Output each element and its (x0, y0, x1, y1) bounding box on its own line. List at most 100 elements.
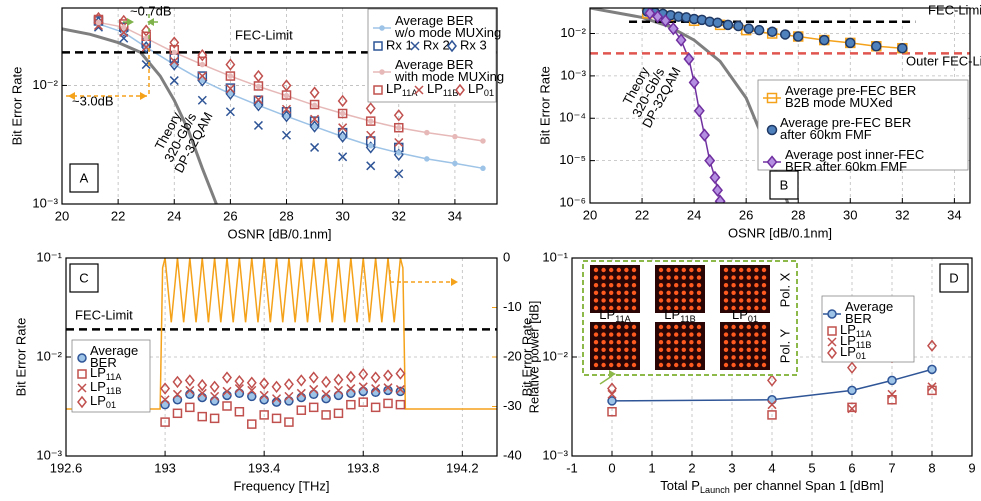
constellation-dot (601, 291, 605, 295)
data-point (846, 38, 855, 47)
constellation-dot (762, 348, 766, 352)
data-point (341, 111, 345, 115)
constellation-dot (594, 340, 598, 344)
data-point (186, 390, 194, 398)
constellation-dot (747, 355, 751, 359)
constellation-dot (724, 355, 728, 359)
constellation-dot (601, 363, 605, 367)
constellation-dot (724, 340, 728, 344)
constellation-dot (659, 283, 663, 287)
x-tick-label: 1 (648, 460, 655, 475)
constellation-dot (682, 355, 686, 359)
constellation-dot (674, 332, 678, 336)
y2-tick-label: -30 (503, 398, 522, 413)
constellation-dot (609, 275, 613, 279)
constellation-dot (724, 298, 728, 302)
x-tick-label: 28 (279, 208, 293, 223)
constellation-dot (632, 363, 636, 367)
constellation-dot (609, 291, 613, 295)
constellation-dot (609, 355, 613, 359)
constellation-dot (724, 363, 728, 367)
constellation-dot (594, 268, 598, 272)
constellation-dot (724, 268, 728, 272)
constellation-dot (724, 275, 728, 279)
data-point (820, 36, 829, 45)
constellation (655, 265, 705, 313)
constellation-dot (731, 348, 735, 352)
data-point (96, 20, 100, 24)
constellation-dot (674, 325, 678, 329)
constellation-dot (632, 283, 636, 287)
x-tick-label: 20 (55, 208, 69, 223)
constellation-dot (601, 268, 605, 272)
x-tick-label: 194.2 (446, 460, 479, 475)
constellation-dot (632, 291, 636, 295)
data-point (228, 74, 232, 78)
constellation-dot (624, 298, 628, 302)
constellation-dot (739, 291, 743, 295)
x-tick-label: 192.6 (50, 460, 83, 475)
annotation: ~3.0dB (72, 93, 114, 108)
constellation-dot (632, 268, 636, 272)
x-tick-label: 22 (635, 207, 649, 222)
data-point (397, 151, 401, 155)
constellation-dot (632, 306, 636, 310)
x-tick-label: 24 (687, 207, 701, 222)
constellation-dot (674, 355, 678, 359)
constellation-dot (754, 332, 758, 336)
constellation-dot (697, 275, 701, 279)
constellation-dot (659, 355, 663, 359)
data-point (369, 119, 373, 123)
data-point (453, 161, 457, 165)
constellation-dot (659, 298, 663, 302)
constellation-dot (674, 291, 678, 295)
constellation-dot (601, 340, 605, 344)
y-axis-label: Bit Error Rate (13, 318, 28, 397)
x-tick-label: 8 (928, 460, 935, 475)
data-point (794, 32, 803, 41)
constellation-dot (747, 268, 751, 272)
x-tick-label: 0 (608, 460, 615, 475)
x-tick-label: 34 (448, 208, 462, 223)
constellation-dot (697, 332, 701, 336)
constellation-dot (594, 275, 598, 279)
constellation-dot (754, 283, 758, 287)
constellation-dot (747, 332, 751, 336)
constellation-dot (682, 298, 686, 302)
y-tick-label: 10⁻³ (542, 447, 568, 462)
constellation-dot (697, 298, 701, 302)
constellation-dot (624, 325, 628, 329)
inset-label: Pol. Y (777, 328, 792, 363)
x-tick-label: 20 (583, 207, 597, 222)
constellation-dot (624, 340, 628, 344)
constellation-dot (697, 348, 701, 352)
constellation-dot (674, 298, 678, 302)
panel-label: B (780, 177, 789, 192)
constellation-dot (747, 340, 751, 344)
constellation-dot (739, 325, 743, 329)
x-axis-label: Frequency [THz] (233, 478, 329, 493)
constellation-dot (609, 348, 613, 352)
constellation-dot (609, 340, 613, 344)
constellation-dot (724, 348, 728, 352)
x-tick-label: 32 (392, 208, 406, 223)
data-point (734, 22, 743, 31)
constellation-dot (666, 275, 670, 279)
data-point (256, 103, 260, 107)
constellation (720, 265, 770, 313)
constellation-dot (666, 283, 670, 287)
constellation-dot (632, 355, 636, 359)
constellation-dot (689, 291, 693, 295)
constellation-dot (617, 306, 621, 310)
constellation-dot (674, 283, 678, 287)
x-tick-label: 4 (768, 460, 775, 475)
constellation-dot (594, 325, 598, 329)
constellation-dot (754, 325, 758, 329)
data-point (211, 397, 219, 405)
constellation-dot (609, 283, 613, 287)
constellation-dot (666, 332, 670, 336)
constellation-dot (632, 348, 636, 352)
constellation-dot (739, 340, 743, 344)
constellation-dot (624, 275, 628, 279)
data-point (322, 395, 330, 403)
